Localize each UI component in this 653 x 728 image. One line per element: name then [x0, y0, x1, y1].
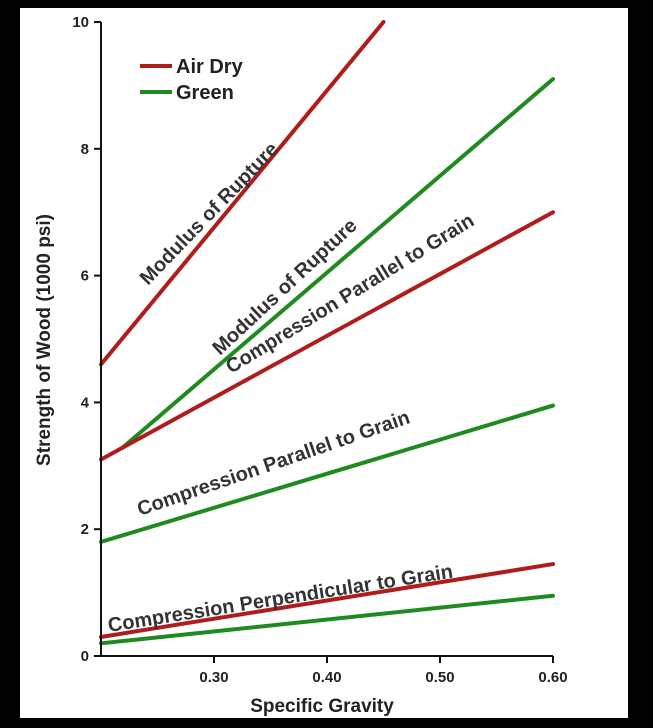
- legend: Air Dry Green: [140, 56, 244, 104]
- y-tick-label: 8: [81, 141, 89, 158]
- x-tick-label: 0.50: [425, 669, 454, 686]
- x-tick-label: 0.40: [312, 669, 341, 686]
- legend-label-green: Green: [176, 82, 234, 104]
- y-tick-label: 10: [72, 14, 89, 31]
- axes-layer: 0 2 4 6 8 10 0.30 0.40 0.50 0.60: [72, 14, 567, 686]
- x-axis-title: Specific Gravity: [250, 696, 394, 717]
- x-tick-label: 0.60: [538, 669, 567, 686]
- y-axis-title: Strength of Wood (1000 psi): [34, 214, 55, 466]
- y-tick-label: 2: [81, 521, 89, 538]
- y-tick-label: 4: [81, 394, 90, 411]
- series-line-compression-parallel-to-graingreen: [99, 403, 555, 544]
- series-line-compression-perpendicular-to-grainair-dry: [99, 562, 555, 639]
- plot-layer: [99, 20, 555, 646]
- x-tick-label: 0.30: [199, 669, 228, 686]
- legend-label-air-dry: Air Dry: [176, 56, 244, 78]
- series-line-modulus-of-ruptureair-dry: [99, 20, 386, 367]
- series-line-compression-perpendicular-to-graingreen: [99, 593, 555, 646]
- y-tick-label: 0: [81, 648, 89, 665]
- series-line-modulus-of-rupturegreen: [121, 77, 555, 449]
- series-line-compression-parallel-to-grainair-dry: [99, 210, 555, 462]
- white-panel: [20, 8, 628, 718]
- y-tick-label: 6: [81, 268, 89, 285]
